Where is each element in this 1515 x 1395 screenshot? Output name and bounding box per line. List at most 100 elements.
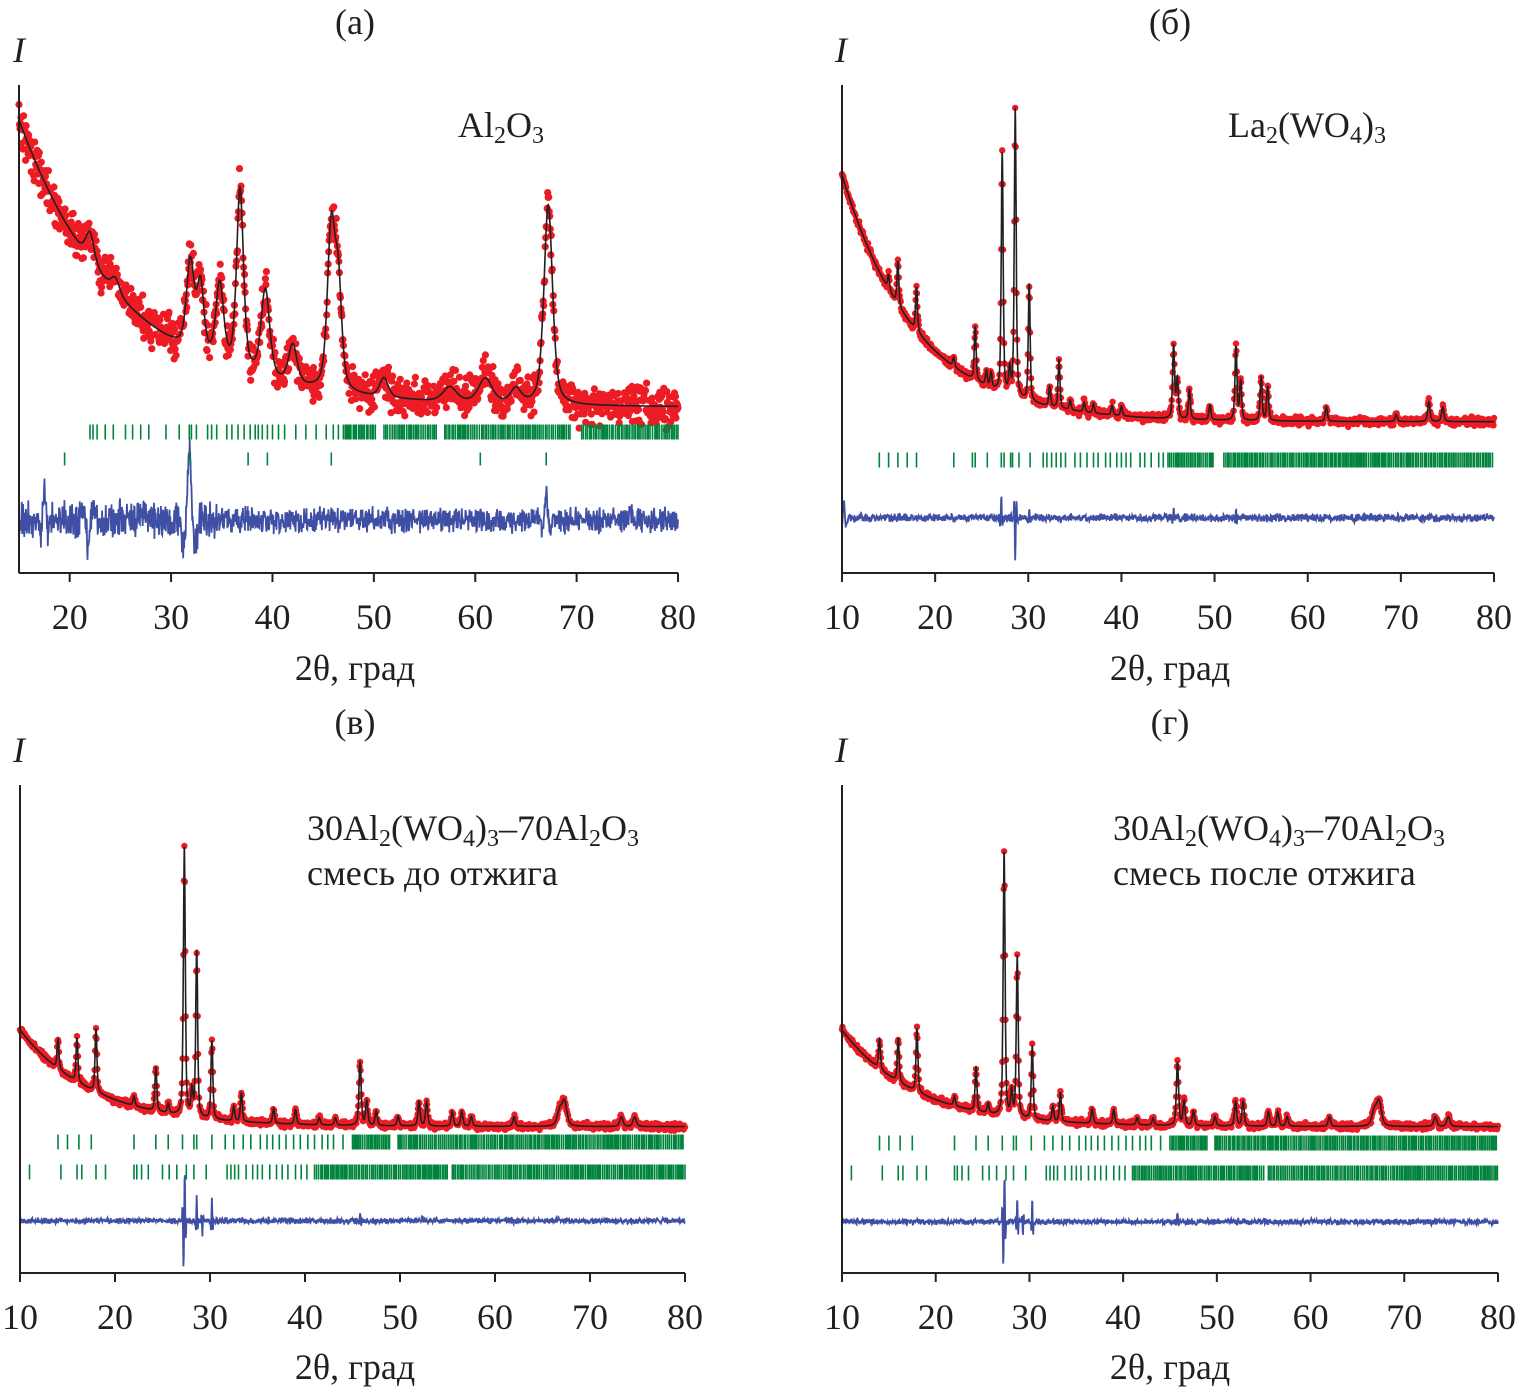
observed-point — [458, 401, 466, 409]
observed-point — [590, 385, 599, 393]
observed-point — [370, 403, 378, 411]
observed-point — [472, 375, 480, 383]
observed-series — [15, 101, 682, 434]
observed-point — [252, 359, 260, 367]
reflection-row — [89, 424, 679, 440]
observed-point — [189, 249, 197, 257]
observed-point — [309, 363, 318, 372]
observed-point — [349, 363, 357, 371]
observed-point — [61, 205, 69, 213]
observed-point — [262, 268, 270, 276]
observed-point — [171, 325, 179, 333]
observed-point — [672, 414, 680, 422]
calculated-line — [841, 107, 1494, 423]
observed-point — [885, 268, 892, 275]
observed-point — [614, 389, 622, 398]
observed-point — [262, 281, 270, 289]
observed-point — [22, 122, 30, 130]
reflection-row — [878, 452, 1494, 468]
reflection-row — [63, 452, 548, 466]
observed-point — [455, 373, 464, 381]
observed-point — [315, 393, 323, 401]
observed-point — [62, 212, 70, 220]
observed-point — [37, 158, 45, 166]
observed-point — [224, 351, 232, 359]
observed-point — [424, 382, 432, 390]
observed-point — [137, 303, 145, 311]
observed-point — [196, 265, 205, 273]
observed-point — [507, 397, 515, 405]
observed-point — [403, 379, 411, 387]
reflection-row — [57, 1134, 684, 1150]
observed-point — [285, 365, 293, 373]
observed-point — [97, 289, 105, 297]
observed-point — [187, 241, 195, 249]
observed-point — [247, 376, 255, 384]
observed-point — [98, 283, 106, 291]
observed-point — [156, 316, 164, 324]
observed-point — [424, 408, 432, 417]
observed-point — [281, 377, 289, 386]
observed-point — [411, 373, 419, 381]
observed-point — [199, 287, 208, 295]
observed-point — [85, 219, 93, 227]
difference-line — [19, 1175, 686, 1267]
observed-point — [352, 395, 360, 403]
observed-point — [587, 410, 595, 418]
observed-point — [479, 357, 487, 365]
observed-point — [580, 410, 588, 418]
observed-point — [44, 167, 53, 175]
observed-point — [1008, 377, 1016, 385]
difference-line — [841, 496, 1495, 561]
observed-point — [226, 346, 234, 354]
observed-point — [481, 351, 489, 359]
observed-point — [67, 218, 75, 226]
observed-point — [213, 309, 221, 318]
observed-point — [206, 354, 214, 362]
observed-point — [106, 260, 114, 268]
observed-point — [309, 397, 317, 405]
observed-point — [494, 380, 502, 388]
difference-line — [18, 439, 679, 560]
observed-point — [1490, 414, 1498, 422]
observed-point — [139, 291, 147, 299]
observed-point — [148, 345, 156, 353]
observed-point — [92, 237, 100, 245]
observed-point — [1229, 416, 1236, 423]
observed-point — [235, 165, 244, 173]
observed-point — [426, 388, 434, 397]
observed-point — [528, 397, 536, 406]
observed-point — [474, 394, 482, 403]
observed-point — [322, 332, 330, 341]
observed-point — [31, 138, 39, 146]
reflection-row — [28, 1164, 686, 1180]
observed-point — [410, 380, 418, 388]
observed-point — [361, 371, 369, 379]
observed-point — [169, 320, 177, 328]
observed-point — [216, 260, 224, 268]
observed-point — [261, 275, 269, 283]
observed-point — [165, 308, 173, 316]
observed-point — [356, 405, 364, 413]
observed-point — [643, 379, 651, 387]
observed-point — [516, 376, 524, 384]
observed-point — [345, 389, 353, 398]
observed-point — [317, 381, 325, 389]
observed-point — [368, 395, 376, 403]
observed-point — [401, 412, 409, 420]
observed-point — [50, 183, 58, 191]
observed-point — [389, 372, 397, 380]
panel-a — [15, 85, 682, 582]
observed-point — [465, 403, 473, 411]
panel-b — [838, 85, 1498, 582]
observed-point — [107, 253, 115, 262]
observed-point — [530, 408, 538, 416]
observed-point — [112, 264, 120, 272]
observed-point — [545, 193, 553, 201]
observed-point — [674, 404, 682, 412]
observed-point — [203, 347, 211, 355]
observed-point — [634, 406, 643, 414]
observed-point — [1490, 422, 1497, 429]
observed-point — [220, 295, 228, 304]
